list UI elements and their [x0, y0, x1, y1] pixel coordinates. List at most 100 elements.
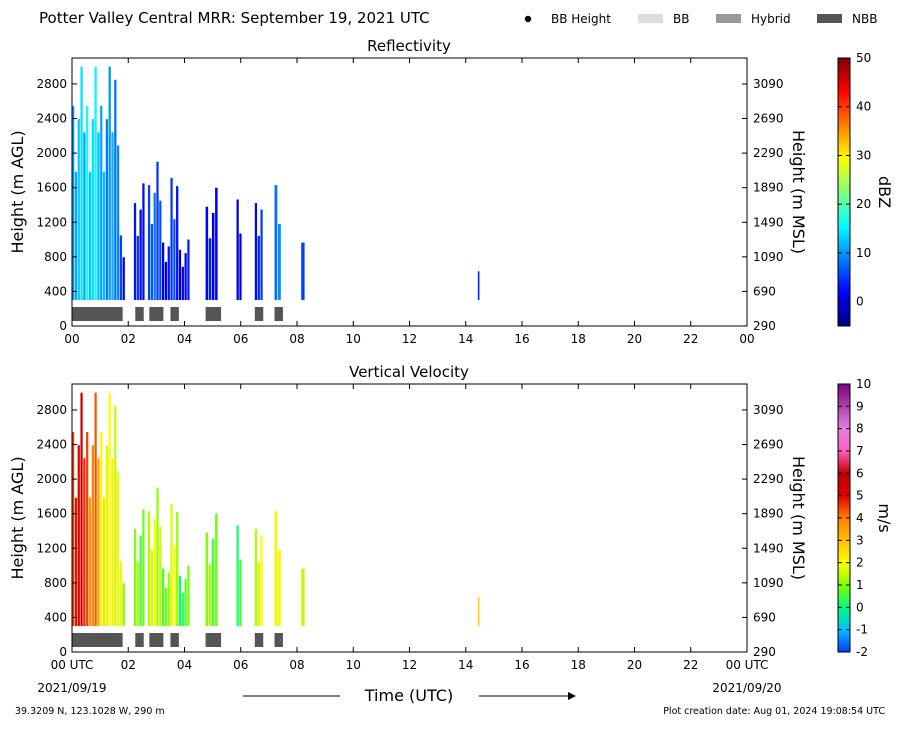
x-tick-label: 02	[121, 332, 136, 346]
data-streak	[91, 119, 94, 301]
data-streak	[147, 511, 151, 627]
colorbar-tick-label: 5	[856, 489, 864, 503]
data-streak	[88, 497, 92, 627]
x-tick-label: 10	[346, 332, 361, 346]
data-streak	[86, 106, 89, 301]
data-streak	[184, 253, 187, 301]
bb-flag-row	[72, 633, 283, 647]
x-tick-label: 06	[233, 658, 248, 672]
flag-nbb	[72, 633, 123, 647]
data-streak	[181, 592, 184, 627]
y-tick-label-right: 690	[753, 284, 776, 298]
data-streak	[153, 192, 156, 301]
data-streak	[136, 561, 139, 627]
data-streak	[164, 588, 168, 627]
data-streak	[150, 223, 153, 301]
data-streak	[159, 526, 162, 627]
y-tick-label-right: 2290	[753, 146, 784, 160]
data-streak	[80, 66, 83, 301]
data-streak	[167, 572, 170, 627]
y-tick-label: 400	[44, 610, 67, 624]
data-streak	[274, 511, 278, 627]
data-streak	[162, 568, 165, 627]
y-tick-label-right: 690	[753, 610, 776, 624]
y-tick-label-right: 290	[753, 319, 776, 333]
colorbar-tick-label: 20	[856, 197, 871, 211]
data-streak	[164, 262, 168, 301]
figure-title: Potter Valley Central MRR: September 19,…	[39, 9, 430, 27]
bb-flag-row	[72, 307, 283, 321]
data-streak	[91, 445, 94, 627]
data-streak	[117, 145, 120, 301]
data-streak	[208, 238, 212, 301]
time-arrow-head	[568, 692, 576, 700]
x-axis: 00 UTC 02 04 06 08 10 12 14 16 18 20 22 00 UTC	[51, 384, 769, 672]
data-streak	[80, 392, 83, 627]
data-streak	[119, 235, 123, 301]
data-streak	[86, 432, 89, 627]
data-streak	[162, 242, 165, 301]
data-streak	[257, 561, 260, 627]
data-streak	[184, 579, 187, 627]
y-tick-label-right: 1090	[753, 250, 784, 264]
x-tick-label: 16	[514, 332, 529, 346]
data-streak	[254, 203, 258, 301]
legend-label: BB	[673, 12, 689, 26]
y-axis-right: 290 690 1090 1490 1890 2290 2690 3090	[742, 77, 784, 333]
y-tick-label-right: 2290	[753, 472, 784, 486]
data-streak	[100, 432, 103, 627]
legend-label: BB Height	[551, 12, 611, 26]
x-tick-label: 16	[514, 658, 529, 672]
data-streak	[260, 535, 263, 627]
data-streak	[187, 565, 190, 627]
data-streak	[260, 209, 263, 301]
data-streak	[178, 575, 182, 627]
x-axis: 00 02 04 06 08 10 12 14 16 18 20 22 00	[64, 58, 755, 346]
data-streak	[301, 242, 305, 301]
flag-nbb	[205, 307, 222, 321]
y-tick-label: 2400	[36, 112, 67, 126]
data-streak	[147, 185, 151, 301]
data-streak	[257, 235, 260, 301]
y-tick-label: 1600	[36, 507, 67, 521]
x-tick-label: 02	[121, 658, 136, 672]
x-tick-label: 08	[289, 658, 304, 672]
y-axis-right: 290 690 1090 1490 1890 2290 2690 3090	[742, 403, 784, 659]
flag-nbb	[274, 633, 283, 647]
y-tick-label: 800	[44, 250, 67, 264]
colorbar-tick-label: -1	[856, 623, 868, 637]
colorbar-tick-label: 10	[856, 377, 871, 391]
x-tick-label: 00 UTC	[726, 658, 769, 672]
y-tick-label-right: 3090	[753, 77, 784, 91]
colorbar-tick-label: 9	[856, 399, 864, 413]
data-streak	[239, 559, 242, 627]
flag-nbb	[254, 633, 264, 647]
flag-nbb	[72, 307, 123, 321]
y-tick-label-right: 1490	[753, 541, 784, 555]
data-streak	[156, 487, 159, 627]
x-tick-label: 12	[402, 332, 417, 346]
y-tick-label: 2400	[36, 438, 67, 452]
data-streak	[236, 199, 239, 301]
data-streak	[111, 458, 114, 627]
data-streak	[122, 583, 125, 627]
panel-title: Vertical Velocity	[349, 363, 469, 381]
legend-marker-bb-height	[524, 15, 532, 23]
x-tick-label: 18	[571, 658, 586, 672]
y-tick-label: 1200	[36, 215, 67, 229]
y-tick-label-right: 1890	[753, 181, 784, 195]
data-streak	[102, 497, 106, 627]
legend-label: Hybrid	[751, 12, 791, 26]
data-streak	[77, 119, 80, 301]
x-tick-label: 20	[627, 332, 642, 346]
data-streak	[136, 235, 139, 301]
y-axis-label-left: Height (m AGL)	[8, 456, 27, 579]
x-tick-label: 18	[571, 332, 586, 346]
data-streak	[114, 405, 117, 627]
data-streak	[94, 392, 97, 627]
y-tick-label: 1600	[36, 181, 67, 195]
colorbar-tick-label: 0	[856, 295, 864, 309]
colorbar-tick-label: 30	[856, 148, 871, 162]
colorbar-tick-label: 8	[856, 422, 864, 436]
legend-swatch-nbb	[817, 14, 842, 23]
